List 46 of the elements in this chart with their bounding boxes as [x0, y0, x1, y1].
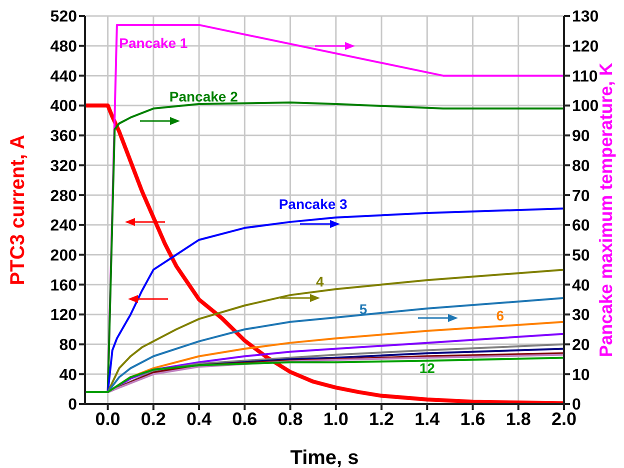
y-tick-label: 280	[50, 188, 78, 205]
series-label: Pancake 3	[278, 196, 348, 212]
y-tick-label: 80	[59, 336, 78, 354]
x-tick-label: 1.2	[369, 408, 394, 429]
y-tick-label: 360	[50, 128, 78, 146]
y-tick-label: 0	[68, 396, 78, 414]
y-tick-label: 120	[50, 307, 78, 324]
series-label: 12	[419, 360, 436, 376]
y2-tick-label: 80	[572, 158, 590, 175]
x-tick-label: 1.8	[506, 408, 531, 429]
x-tick-label: 0.2	[140, 408, 166, 429]
x-tick-label: 0.4	[186, 408, 212, 429]
y-axis-title: PTC3 current, A	[7, 134, 29, 286]
y-tick-label: 320	[50, 158, 78, 175]
y2-tick-label: 60	[572, 218, 590, 235]
y2-tick-label: 70	[572, 188, 590, 205]
series-label: 6	[496, 307, 504, 324]
y2-tick-label: 50	[572, 247, 590, 264]
x-tick-label: 0.8	[278, 408, 303, 429]
y2-tick-label: 30	[572, 307, 590, 324]
y2-tick-label: 90	[572, 128, 590, 146]
y2-tick-label: 10	[572, 366, 590, 384]
y-tick-label: 520	[50, 8, 78, 26]
y-tick-label: 440	[50, 68, 78, 86]
x-tick-label: 1.4	[414, 408, 440, 429]
y-tick-label: 240	[50, 218, 78, 235]
x-axis-title: Time, s	[290, 447, 359, 468]
y2-tick-label: 120	[572, 38, 599, 56]
y2-tick-label: 40	[572, 277, 590, 294]
series-label: Pancake 2	[169, 88, 238, 105]
y2-tick-label: 110	[572, 68, 598, 86]
x-tick-label: 1.0	[323, 408, 348, 429]
x-tick-label: 0.6	[232, 408, 258, 429]
y-tick-label: 40	[59, 366, 78, 384]
y-tick-label: 480	[50, 38, 78, 56]
series-label: Pancake 1	[119, 34, 188, 51]
y2-tick-label: 100	[572, 98, 599, 116]
y2-tick-label: 20	[572, 336, 590, 354]
series-label: 5	[359, 300, 368, 317]
y2-tick-label: 130	[572, 8, 599, 26]
y-tick-label: 200	[50, 247, 78, 264]
series-label: 4	[316, 274, 324, 290]
x-tick-label: 0.0	[95, 408, 120, 429]
x-tick-label: 1.6	[460, 408, 486, 429]
y-tick-label: 400	[50, 98, 78, 116]
y-tick-label: 160	[50, 277, 78, 294]
